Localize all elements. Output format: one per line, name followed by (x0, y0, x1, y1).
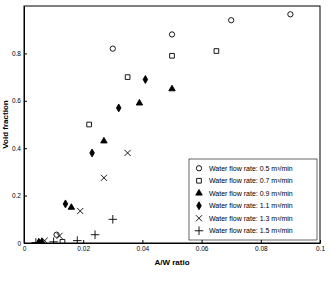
point (170, 53, 175, 58)
point (101, 175, 107, 181)
tick-label: 0 (23, 245, 27, 252)
point (125, 75, 130, 80)
tick-label: 0.04 (137, 245, 150, 252)
point (63, 200, 68, 208)
points (32, 12, 293, 243)
series (54, 12, 293, 238)
point (109, 215, 118, 224)
tick: 0.06 (196, 240, 209, 252)
tick-label: 0.2 (12, 192, 21, 199)
legend-marker (195, 226, 204, 235)
tick-label: 0.1 (316, 245, 325, 252)
point (143, 76, 148, 84)
point (68, 204, 74, 210)
point (91, 230, 100, 239)
tick-label: 0.06 (196, 245, 209, 252)
point (136, 99, 142, 105)
legend-marker (197, 202, 202, 210)
point (229, 18, 234, 23)
legend-marker (197, 178, 202, 183)
tick-label: 0.6 (12, 97, 21, 104)
legend-marker (196, 215, 202, 221)
legend-marker (196, 190, 202, 196)
series (32, 215, 118, 243)
point (110, 46, 115, 51)
point (101, 137, 107, 143)
legend-label: Water flow rate: 1.3 m³/min (209, 215, 293, 222)
point (169, 85, 175, 91)
series (39, 85, 176, 243)
point (125, 150, 131, 156)
tick: 0.1 (316, 240, 325, 252)
point (288, 12, 293, 17)
point (49, 238, 58, 243)
legend-marker (196, 166, 201, 171)
point (56, 233, 62, 239)
tick: 0.08 (255, 240, 268, 252)
point (32, 238, 41, 243)
point (90, 149, 95, 157)
x-axis-title: A/W ratio (154, 258, 189, 267)
legend: Water flow rate: 0.5 m³/min Water flow ra… (189, 159, 317, 240)
plot: 0 0.02 0.04 0.06 0.08 0.1 0 0.2 0.4 0.6 0.8 Water f… (12, 6, 325, 252)
tick: 0.4 (12, 145, 27, 152)
point (169, 32, 174, 37)
legend-label: Water flow rate: 0.7 m³/min (209, 177, 293, 184)
legend-box (189, 159, 317, 240)
tick-label: 0 (17, 240, 21, 247)
x-axis: 0 0.02 0.04 0.06 0.08 0.1 (23, 240, 326, 252)
legend-label: Water flow rate: 0.9 m³/min (209, 190, 293, 197)
plot-frame (24, 6, 320, 243)
point (60, 239, 65, 243)
y-axis: 0 0.2 0.4 0.6 0.8 (12, 7, 27, 247)
series (37, 76, 148, 243)
point (77, 208, 83, 214)
legend-label: Water flow rate: 1.1 m³/min (209, 202, 293, 209)
tick: 0.6 (12, 97, 27, 104)
y-axis-title: Void fraction (1, 100, 10, 148)
tick: 0.8 (12, 50, 27, 57)
series (42, 150, 131, 243)
tick-label: 0.08 (255, 245, 268, 252)
chart: 0 0.02 0.04 0.06 0.08 0.1 0 0.2 0.4 0.6 0.8 Water f… (0, 0, 333, 295)
point (214, 49, 219, 54)
point (73, 236, 82, 243)
tick-label: 0.8 (12, 50, 21, 57)
tick: 0.04 (137, 240, 150, 252)
tick: 0.02 (77, 240, 90, 252)
legend-label: Water flow rate: 1.5 m³/min (209, 227, 293, 234)
legend-label: Water flow rate: 0.5 m³/min (209, 165, 293, 172)
tick-label: 0.02 (77, 245, 90, 252)
tick: 0.2 (12, 192, 27, 199)
point (42, 238, 48, 243)
point (87, 122, 92, 127)
tick-label: 0.4 (12, 145, 21, 152)
point (116, 104, 121, 112)
